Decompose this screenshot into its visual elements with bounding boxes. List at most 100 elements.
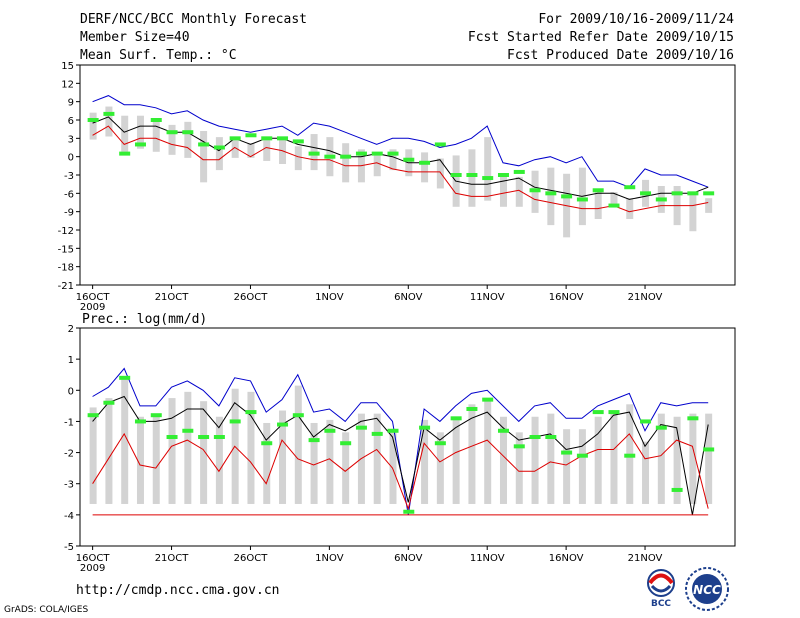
observed-marker	[277, 136, 289, 141]
observed-marker	[497, 428, 509, 433]
observed-marker	[182, 130, 194, 135]
observed-marker	[103, 400, 115, 405]
ncc-logo: NCC	[685, 567, 729, 611]
spread-bar	[136, 115, 144, 149]
spread-bar	[326, 419, 334, 504]
observed-marker	[324, 154, 336, 159]
spread-bar	[389, 149, 397, 171]
x-tick-label: 6NOV	[394, 292, 423, 303]
mean-line	[92, 116, 709, 200]
y-tick-label: -15	[58, 244, 74, 255]
observed-marker	[387, 151, 399, 156]
spread-bar	[657, 413, 665, 504]
observed-marker	[545, 191, 557, 196]
observed-marker	[450, 173, 462, 177]
y-tick-label: 2	[68, 324, 74, 335]
observed-marker	[561, 194, 573, 199]
observed-marker	[308, 151, 320, 156]
observed-marker	[103, 111, 115, 116]
observed-marker	[134, 419, 146, 424]
plot-frame	[79, 327, 736, 547]
spread-bar	[184, 391, 192, 504]
y-tick-label: -9	[64, 208, 74, 219]
spread-bar	[689, 192, 697, 232]
observed-marker	[324, 428, 336, 433]
observed-marker	[592, 188, 604, 193]
bcc-logo: BCC	[647, 569, 675, 608]
y-tick-label: -21	[58, 281, 74, 292]
source-url[interactable]: http://cmdp.ncc.cma.gov.cn	[76, 583, 280, 598]
observed-marker	[166, 435, 178, 439]
observed-marker	[466, 406, 478, 411]
spread-bar	[152, 118, 160, 152]
spread-bar	[168, 398, 176, 504]
x-tick-label: 11NOV	[470, 292, 505, 303]
y-tick-label: -3	[64, 171, 74, 182]
observed-marker	[292, 413, 304, 418]
observed-marker	[466, 173, 478, 177]
spread-bar	[294, 385, 302, 504]
x-tick-label: 26OCT	[234, 553, 269, 564]
x-tick-label: 16OCT	[76, 292, 111, 303]
x-tick-label: 1NOV	[315, 292, 344, 303]
observed-marker	[403, 509, 415, 514]
observed-marker	[529, 435, 541, 439]
observed-marker	[340, 154, 352, 159]
observed-marker	[513, 444, 525, 449]
spread-bar	[105, 398, 113, 504]
y-tick-label: 6	[68, 116, 74, 127]
observed-marker	[703, 191, 715, 196]
observed-marker	[703, 447, 715, 452]
year-label: 2009	[80, 302, 105, 313]
observed-marker	[576, 197, 588, 202]
spread-bar	[200, 131, 208, 183]
spread-bar	[168, 124, 176, 155]
spread-bar	[563, 429, 571, 504]
observed-marker	[87, 118, 99, 122]
observed-marker	[166, 130, 178, 135]
observed-marker	[482, 176, 494, 181]
observed-marker	[592, 410, 604, 415]
spread-bar	[373, 155, 381, 177]
observed-marker	[671, 191, 683, 196]
observed-marker	[671, 487, 683, 492]
variable-label: Mean Surf. Temp.: °C	[80, 48, 237, 63]
y-tick-label: 12	[61, 79, 74, 90]
y-tick-label: -4	[64, 511, 74, 522]
observed-marker	[434, 441, 446, 446]
y-tick-label: 3	[68, 134, 74, 145]
observed-marker	[292, 139, 304, 144]
observed-marker	[687, 191, 699, 196]
observed-marker	[545, 435, 557, 439]
observed-marker	[434, 142, 446, 147]
observed-marker	[119, 375, 131, 380]
observed-marker	[355, 151, 367, 156]
observed-marker	[150, 118, 162, 122]
spread-bar	[705, 413, 713, 504]
spread-bar	[136, 416, 144, 504]
spread-bar	[610, 410, 618, 504]
spread-bar	[499, 173, 507, 207]
spread-bar	[89, 112, 97, 140]
x-tick-label: 11NOV	[470, 553, 505, 564]
grads-credit: GrADS: COLA/IGES	[4, 605, 89, 615]
observed-marker	[134, 142, 146, 147]
observed-marker	[198, 435, 210, 439]
y-tick-label: 0	[68, 153, 74, 164]
y-tick-label: 1	[68, 355, 74, 366]
y-tick-label: -6	[64, 189, 74, 200]
spread-bar	[626, 198, 634, 219]
y-tick-label: -12	[58, 226, 74, 237]
x-tick-label: 1NOV	[315, 553, 344, 564]
spread-bar	[515, 432, 523, 504]
observed-marker	[87, 413, 99, 418]
y-tick-label: -18	[58, 263, 74, 274]
x-tick-label: 21NOV	[628, 292, 663, 303]
observed-marker	[229, 419, 241, 424]
observed-marker	[419, 425, 431, 430]
y-tick-label: 15	[61, 61, 74, 72]
spread-bar	[247, 391, 255, 504]
observed-marker	[213, 145, 225, 150]
